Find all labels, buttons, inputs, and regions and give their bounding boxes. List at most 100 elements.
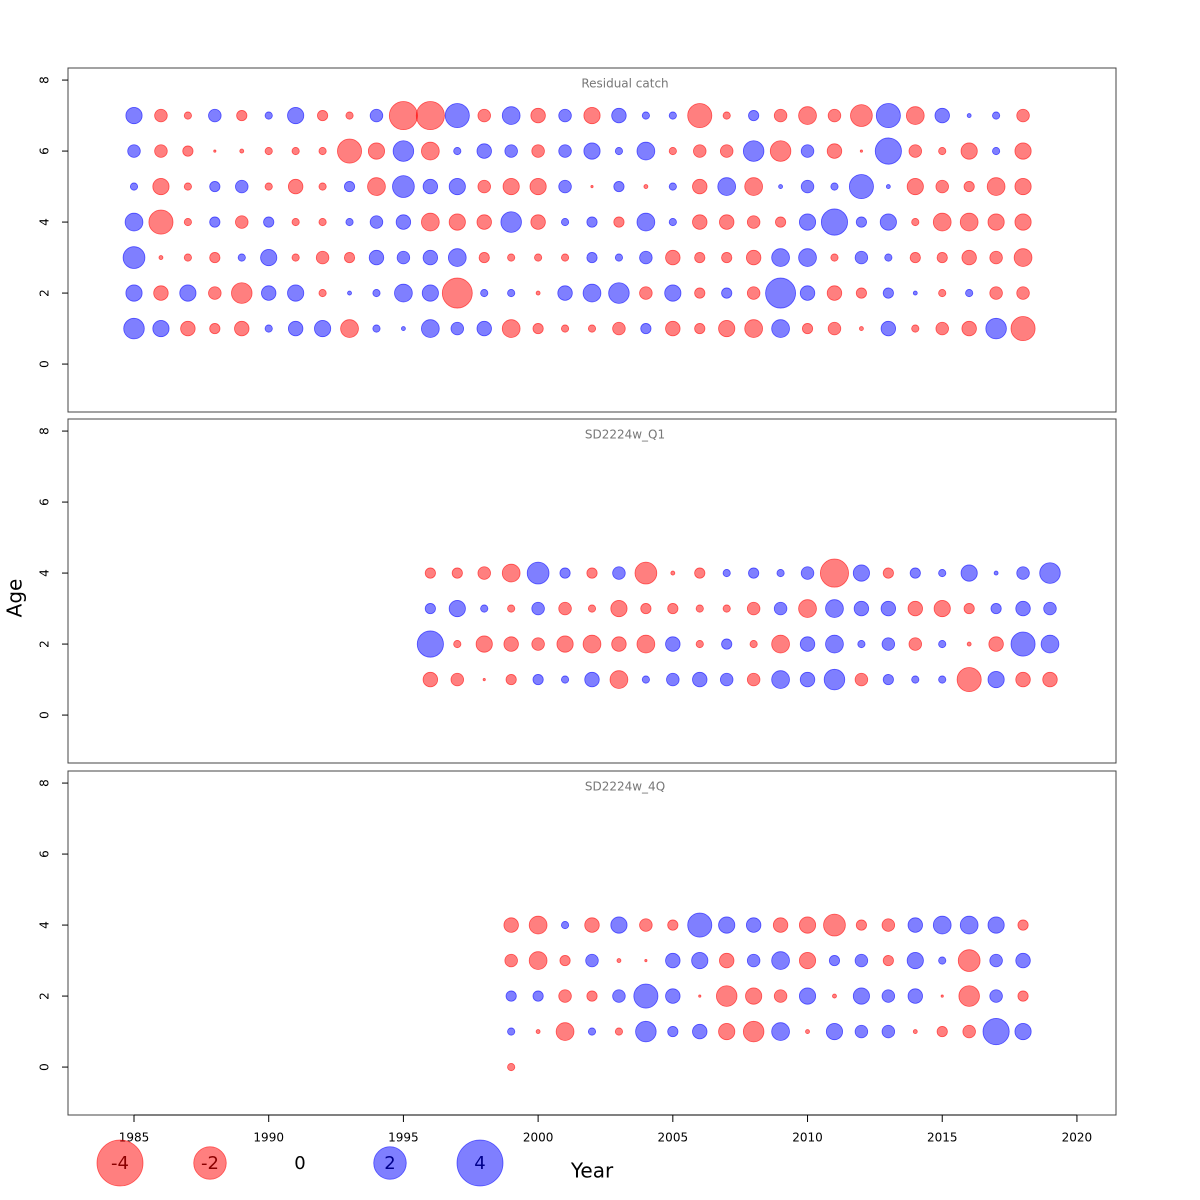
bubble (881, 1024, 896, 1039)
bubble (152, 178, 170, 196)
bubble (504, 144, 518, 158)
bubble (264, 182, 273, 191)
bubble (720, 672, 734, 687)
bubble (644, 959, 648, 963)
bubble (722, 569, 731, 578)
bubble (966, 641, 972, 647)
bubble (855, 216, 867, 228)
legend-bubble (373, 1146, 407, 1180)
bubble (1010, 631, 1036, 657)
bubble (532, 990, 544, 1002)
bubble (911, 324, 920, 333)
bubble (586, 990, 598, 1002)
bubble (584, 917, 600, 933)
bubble (641, 675, 650, 684)
bubble (396, 250, 411, 265)
bubble (528, 915, 548, 935)
bubble (800, 566, 815, 580)
bubble (722, 604, 731, 613)
bubble (938, 640, 947, 649)
bubble (237, 253, 246, 262)
bubble (963, 603, 975, 615)
bubble (664, 284, 682, 302)
bubble (909, 567, 921, 579)
bubble (318, 289, 327, 298)
bubble (586, 216, 598, 228)
bubble (960, 142, 978, 160)
bubble (1014, 1023, 1032, 1041)
bubble (881, 918, 896, 932)
bubble (826, 143, 843, 159)
bubble (561, 675, 570, 684)
legend-label: 2 (384, 1153, 395, 1174)
bubble (905, 106, 925, 125)
bubble (530, 214, 546, 230)
bubble (987, 213, 1005, 231)
bubble (693, 144, 707, 158)
bubble (209, 323, 221, 335)
bubble (503, 636, 519, 652)
bubble (687, 103, 713, 129)
bubble (960, 564, 978, 582)
legend-label: 4 (474, 1153, 485, 1174)
bubble (367, 142, 386, 160)
bubble (507, 604, 516, 613)
bubble (561, 921, 570, 930)
bubble (742, 1020, 765, 1043)
bubble (507, 1027, 516, 1036)
bubble (854, 953, 869, 968)
bubble (859, 326, 864, 331)
bubble (643, 184, 649, 189)
bubble (1040, 634, 1060, 654)
bubble (123, 317, 145, 340)
bubble (534, 253, 543, 262)
bubble (367, 177, 386, 196)
bubble (665, 952, 681, 969)
bubble (746, 672, 761, 687)
legend-bubble (193, 1146, 227, 1180)
bubble (854, 250, 869, 265)
bubble (961, 320, 977, 337)
bubble (318, 147, 327, 156)
bubble (558, 989, 572, 1003)
bubble (476, 320, 492, 337)
y-tick-label: 0 (38, 711, 52, 719)
bubble (799, 636, 816, 652)
bubble (720, 144, 734, 158)
bubble (938, 289, 947, 298)
bubble (745, 987, 763, 1005)
bubble (721, 638, 733, 650)
bubble (698, 994, 702, 998)
panel-frame (67, 67, 1117, 413)
legend-label: -4 (111, 1153, 129, 1174)
bubble (800, 179, 815, 194)
bubble (825, 599, 844, 618)
bubble (989, 953, 1003, 968)
bubble (231, 282, 253, 304)
bubble (264, 147, 273, 156)
bubble (453, 147, 462, 156)
bubble (421, 141, 440, 161)
bubble (318, 218, 327, 227)
bubble (208, 286, 222, 300)
y-axis-label: Age (3, 579, 27, 618)
bubble (236, 110, 248, 122)
bubble (718, 1023, 736, 1041)
bubble (906, 952, 924, 970)
bubble (963, 181, 975, 193)
x-tick-label: 2005 (658, 1131, 689, 1145)
bubble (852, 987, 870, 1005)
bubble (125, 284, 143, 302)
bubble (1015, 952, 1031, 969)
bubble (501, 319, 521, 338)
bubble (1043, 601, 1057, 616)
bubble (531, 144, 545, 158)
bubble (746, 601, 761, 616)
bubble (798, 599, 817, 618)
bubble (854, 1024, 869, 1039)
bubble (692, 214, 708, 230)
bubble (748, 567, 760, 579)
bubble (585, 953, 599, 968)
bubble (1010, 316, 1036, 342)
bubble (744, 177, 763, 196)
